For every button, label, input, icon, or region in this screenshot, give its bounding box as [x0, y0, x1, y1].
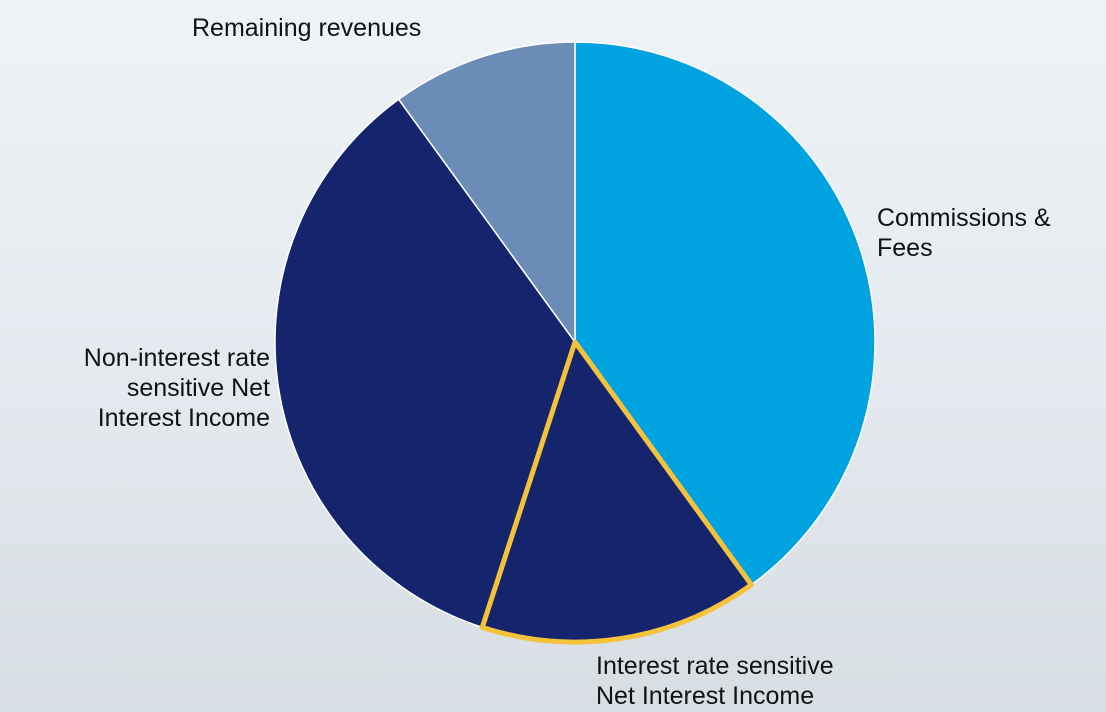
- slice-label-interest-rate-sensitive-nii: Interest rate sensitive Net Interest Inc…: [596, 652, 834, 710]
- pie-slice-remaining-revenues: [397, 41, 576, 345]
- slice-label-commissions-fees: Commissions & Fees: [877, 204, 1051, 262]
- slice-label-non-interest-rate-sensitive-nii: Non-interest rate sensitive Net Interest…: [83, 344, 270, 432]
- pie-slice-non-interest-rate-sensitive-net-interest-income: [274, 98, 576, 629]
- pie-slice-commissions-fees: [574, 41, 876, 586]
- pie-slices: [274, 41, 876, 645]
- slice-label-remaining-revenues: Remaining revenues: [192, 14, 422, 42]
- highlighted-slice-outline: [479, 339, 754, 645]
